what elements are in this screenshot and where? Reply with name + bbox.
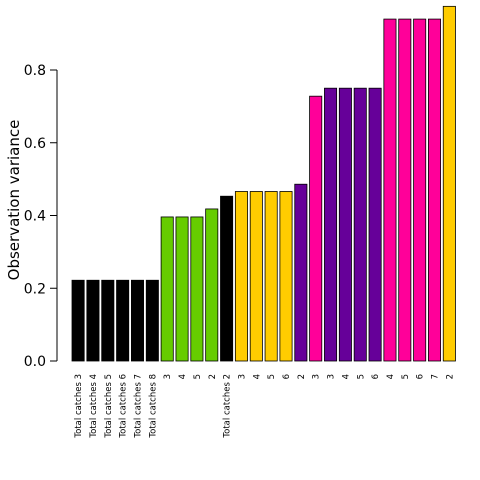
y-tick-label-1: 0.0: [24, 354, 46, 370]
x-tick-label-3: Total catches 5: [104, 374, 114, 439]
x-tick-label-14: 5: [267, 374, 277, 379]
x-tick-labels: Total catches 3 Total catches 4 Total catc…: [74, 374, 455, 439]
bar-21: [368, 87, 382, 362]
bar-15: [279, 191, 293, 362]
bar-10: [205, 208, 219, 362]
bar-7: [160, 216, 174, 362]
y-axis-label: Observation variance: [5, 120, 23, 281]
x-tick-label-11: Total catches 2: [223, 374, 233, 439]
bar-12: [234, 191, 248, 362]
x-tick-label-7: 3: [163, 374, 173, 379]
bar-3: [101, 279, 115, 362]
bar-22: [383, 18, 397, 362]
x-tick-label-5: Total catches 7: [134, 374, 144, 439]
bar-26: [442, 5, 456, 362]
x-tick-label-2: Total catches 4: [89, 374, 99, 439]
bar-4: [116, 279, 130, 362]
x-tick-label-26: 2: [445, 374, 455, 379]
bar-6: [145, 279, 159, 362]
bar-8: [175, 216, 189, 362]
x-tick-label-21: 6: [371, 374, 381, 379]
bar-1: [71, 279, 85, 362]
y-tick-label-3: 0.4: [24, 209, 46, 225]
x-tick-label-8: 4: [178, 374, 188, 379]
y-tick-label-2: 0.2: [24, 281, 46, 297]
x-tick-label-22: 4: [386, 374, 396, 379]
bar-5: [130, 279, 144, 362]
bar-23: [398, 18, 412, 362]
x-tick-label-24: 6: [416, 374, 426, 379]
x-tick-label-16: 2: [297, 374, 307, 379]
bar-13: [249, 191, 263, 362]
bar-17: [309, 95, 323, 362]
bar-9: [190, 216, 204, 362]
x-tick-label-19: 4: [341, 374, 351, 379]
bar-24: [413, 18, 427, 362]
y-axis: 0.0 0.2 0.4 0.6 0.8: [24, 63, 58, 370]
bar-18: [324, 87, 338, 362]
bar-25: [427, 18, 441, 362]
x-tick-label-4: Total catches 6: [119, 374, 129, 439]
x-tick-label-10: 2: [208, 374, 218, 379]
y-tick-label-4: 0.6: [24, 136, 46, 152]
bar-16: [294, 183, 308, 362]
x-tick-label-9: 5: [193, 374, 203, 379]
x-tick-label-23: 5: [401, 374, 411, 379]
x-tick-label-6: Total catches 8: [148, 374, 158, 439]
x-tick-label-15: 6: [282, 374, 292, 379]
bar-2: [86, 279, 100, 362]
x-tick-label-20: 5: [356, 374, 366, 379]
x-tick-label-1: Total catches 3: [74, 374, 84, 439]
bar-11: [220, 195, 234, 362]
x-tick-label-13: 4: [252, 374, 262, 379]
bar-14: [264, 191, 278, 362]
bars-group: [71, 5, 456, 362]
x-tick-label-17: 3: [312, 374, 322, 379]
x-tick-label-12: 3: [237, 374, 247, 379]
y-tick-label-5: 0.8: [24, 63, 46, 79]
bar-19: [338, 87, 352, 362]
bar-20: [353, 87, 367, 362]
x-tick-label-18: 3: [327, 374, 337, 379]
x-tick-label-25: 7: [431, 374, 441, 379]
